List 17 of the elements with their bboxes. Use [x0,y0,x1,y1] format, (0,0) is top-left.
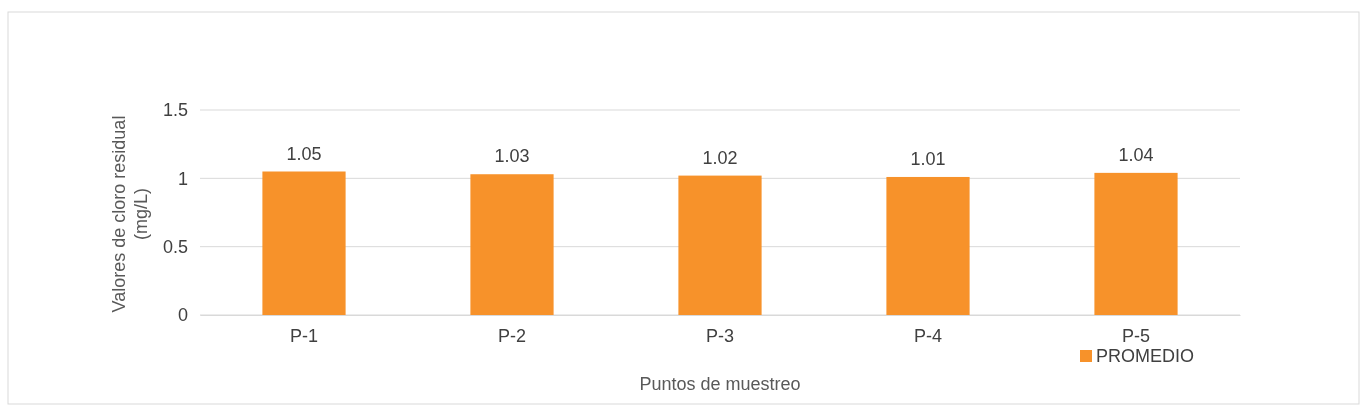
x-tick-label: P-2 [497,325,527,346]
legend-label: PROMEDIO [1096,346,1195,366]
data-label: 1.02 [702,147,738,168]
y-axis-title: Valores de cloro residual (mg/L) [109,115,151,313]
y-tick-label: 1 [177,168,188,189]
y-tick-label: 1.5 [162,100,188,121]
data-label: 1.04 [1118,144,1154,165]
data-label: 1.05 [286,143,322,164]
y-tick-label: 0 [177,305,188,326]
y-tick-label: 0.5 [162,236,188,257]
x-tick-label: P-3 [705,325,735,346]
x-axis-title: Puntos de muestreo [639,374,801,394]
x-tick-label: P-4 [913,325,943,346]
data-label: 1.03 [494,146,530,167]
data-label: 1.01 [910,148,946,169]
x-tick-label: P-5 [1121,325,1151,346]
x-tick-label: P-1 [289,325,319,346]
